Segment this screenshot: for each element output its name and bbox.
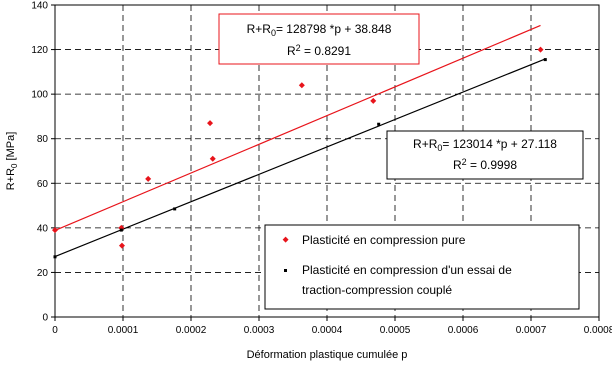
data-point-black (119, 228, 123, 232)
x-tick-label: 0.0003 (244, 325, 275, 336)
data-point-red (118, 242, 125, 249)
data-point-black (173, 207, 177, 211)
legend-marker-red (282, 236, 289, 243)
data-point-red (298, 82, 305, 89)
legend-marker-black (284, 269, 287, 272)
data-point-red (207, 120, 214, 127)
x-tick-label: 0.0004 (312, 325, 343, 336)
x-tick-label: 0.0002 (176, 325, 207, 336)
x-tick-label: 0.0001 (108, 325, 139, 336)
legend-label-black-line2: traction-compression couplé (302, 283, 452, 297)
legend-label-red: Plasticité en compression pure (302, 233, 466, 247)
data-point-red (537, 46, 544, 53)
black-equation-frame (386, 130, 584, 180)
y-tick-label: 140 (31, 1, 48, 12)
x-axis-title: Déformation plastique cumulée p (247, 349, 408, 361)
red-equation-frame (218, 13, 420, 65)
data-point-red (209, 155, 216, 162)
black-equation-line: R+R0= 123014 *p + 27.118 (413, 137, 557, 153)
legend-label-black-line1: Plasticité en compression d'un essai de (302, 263, 512, 277)
y-tick-label: 100 (31, 90, 48, 101)
x-tick-label: 0 (52, 325, 58, 336)
trendlines (54, 24, 546, 258)
legend-frame (264, 224, 580, 310)
black-equation-box: R+R0= 123014 *p + 27.118 R2 = 0.9998 (386, 130, 584, 180)
data-point-red (370, 97, 377, 104)
trendline-red (54, 24, 541, 231)
data-points (52, 46, 547, 259)
x-tick-label: 0.0006 (448, 325, 479, 336)
data-point-black (53, 255, 57, 259)
black-r2-line: R2 = 0.9998 (453, 157, 517, 172)
x-tick-label: 0.0008 (584, 325, 612, 336)
y-axis-title: R+R0 [MPa] (5, 132, 19, 191)
red-equation-box: R+R0= 128798 *p + 38.848 R2 = 0.8291 (218, 13, 420, 65)
legend: Plasticité en compression pure Plasticit… (264, 224, 580, 310)
red-equation-line: R+R0= 128798 *p + 38.848 (247, 22, 392, 38)
data-point-black (377, 122, 381, 126)
y-tick-label: 40 (37, 223, 49, 234)
data-point-red (145, 175, 152, 182)
data-point-black (543, 58, 547, 62)
y-tick-label: 80 (37, 134, 49, 145)
red-r2-line: R2 = 0.8291 (287, 43, 351, 58)
data-point-red (52, 227, 58, 234)
trendline-black (54, 58, 546, 258)
tick-labels: 0 0.0001 0.0002 0.0003 0.0004 0.0005 0.0006 0.0… (31, 1, 612, 337)
x-tick-label: 0.0007 (516, 325, 547, 336)
y-tick-label: 60 (37, 179, 49, 190)
y-tick-label: 20 (37, 268, 49, 279)
x-tick-label: 0.0005 (380, 325, 411, 336)
y-tick-label: 0 (42, 313, 48, 324)
y-tick-label: 120 (31, 45, 48, 56)
